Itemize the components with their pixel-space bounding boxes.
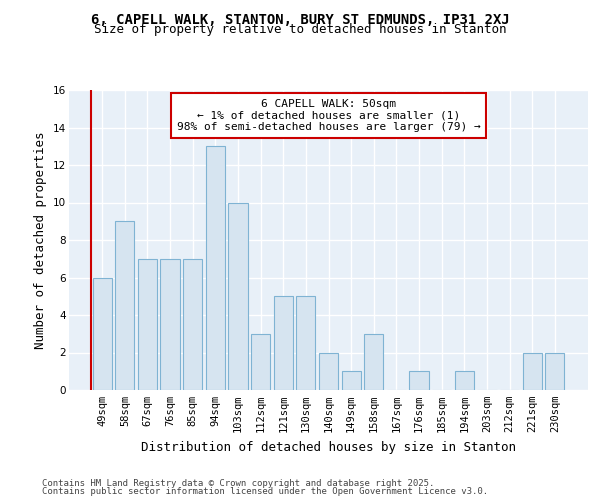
Bar (364, 334, 383, 390)
Y-axis label: Number of detached properties: Number of detached properties (34, 131, 47, 349)
Bar (341, 371, 361, 390)
Text: Contains HM Land Registry data © Crown copyright and database right 2025.: Contains HM Land Registry data © Crown c… (42, 479, 434, 488)
Text: 6 CAPELL WALK: 50sqm
← 1% of detached houses are smaller (1)
98% of semi-detache: 6 CAPELL WALK: 50sqm ← 1% of detached ho… (176, 99, 481, 132)
Bar (296, 296, 316, 390)
Text: 6, CAPELL WALK, STANTON, BURY ST EDMUNDS, IP31 2XJ: 6, CAPELL WALK, STANTON, BURY ST EDMUNDS… (91, 12, 509, 26)
Bar (92, 278, 112, 390)
Bar (274, 296, 293, 390)
Bar (251, 334, 270, 390)
Bar (183, 259, 202, 390)
Bar (138, 259, 157, 390)
Bar (409, 371, 428, 390)
Bar (160, 259, 180, 390)
X-axis label: Distribution of detached houses by size in Stanton: Distribution of detached houses by size … (141, 440, 516, 454)
Bar (455, 371, 474, 390)
Bar (229, 202, 248, 390)
Bar (545, 352, 565, 390)
Bar (206, 146, 225, 390)
Bar (115, 221, 134, 390)
Bar (319, 352, 338, 390)
Text: Size of property relative to detached houses in Stanton: Size of property relative to detached ho… (94, 22, 506, 36)
Bar (523, 352, 542, 390)
Text: Contains public sector information licensed under the Open Government Licence v3: Contains public sector information licen… (42, 488, 488, 496)
